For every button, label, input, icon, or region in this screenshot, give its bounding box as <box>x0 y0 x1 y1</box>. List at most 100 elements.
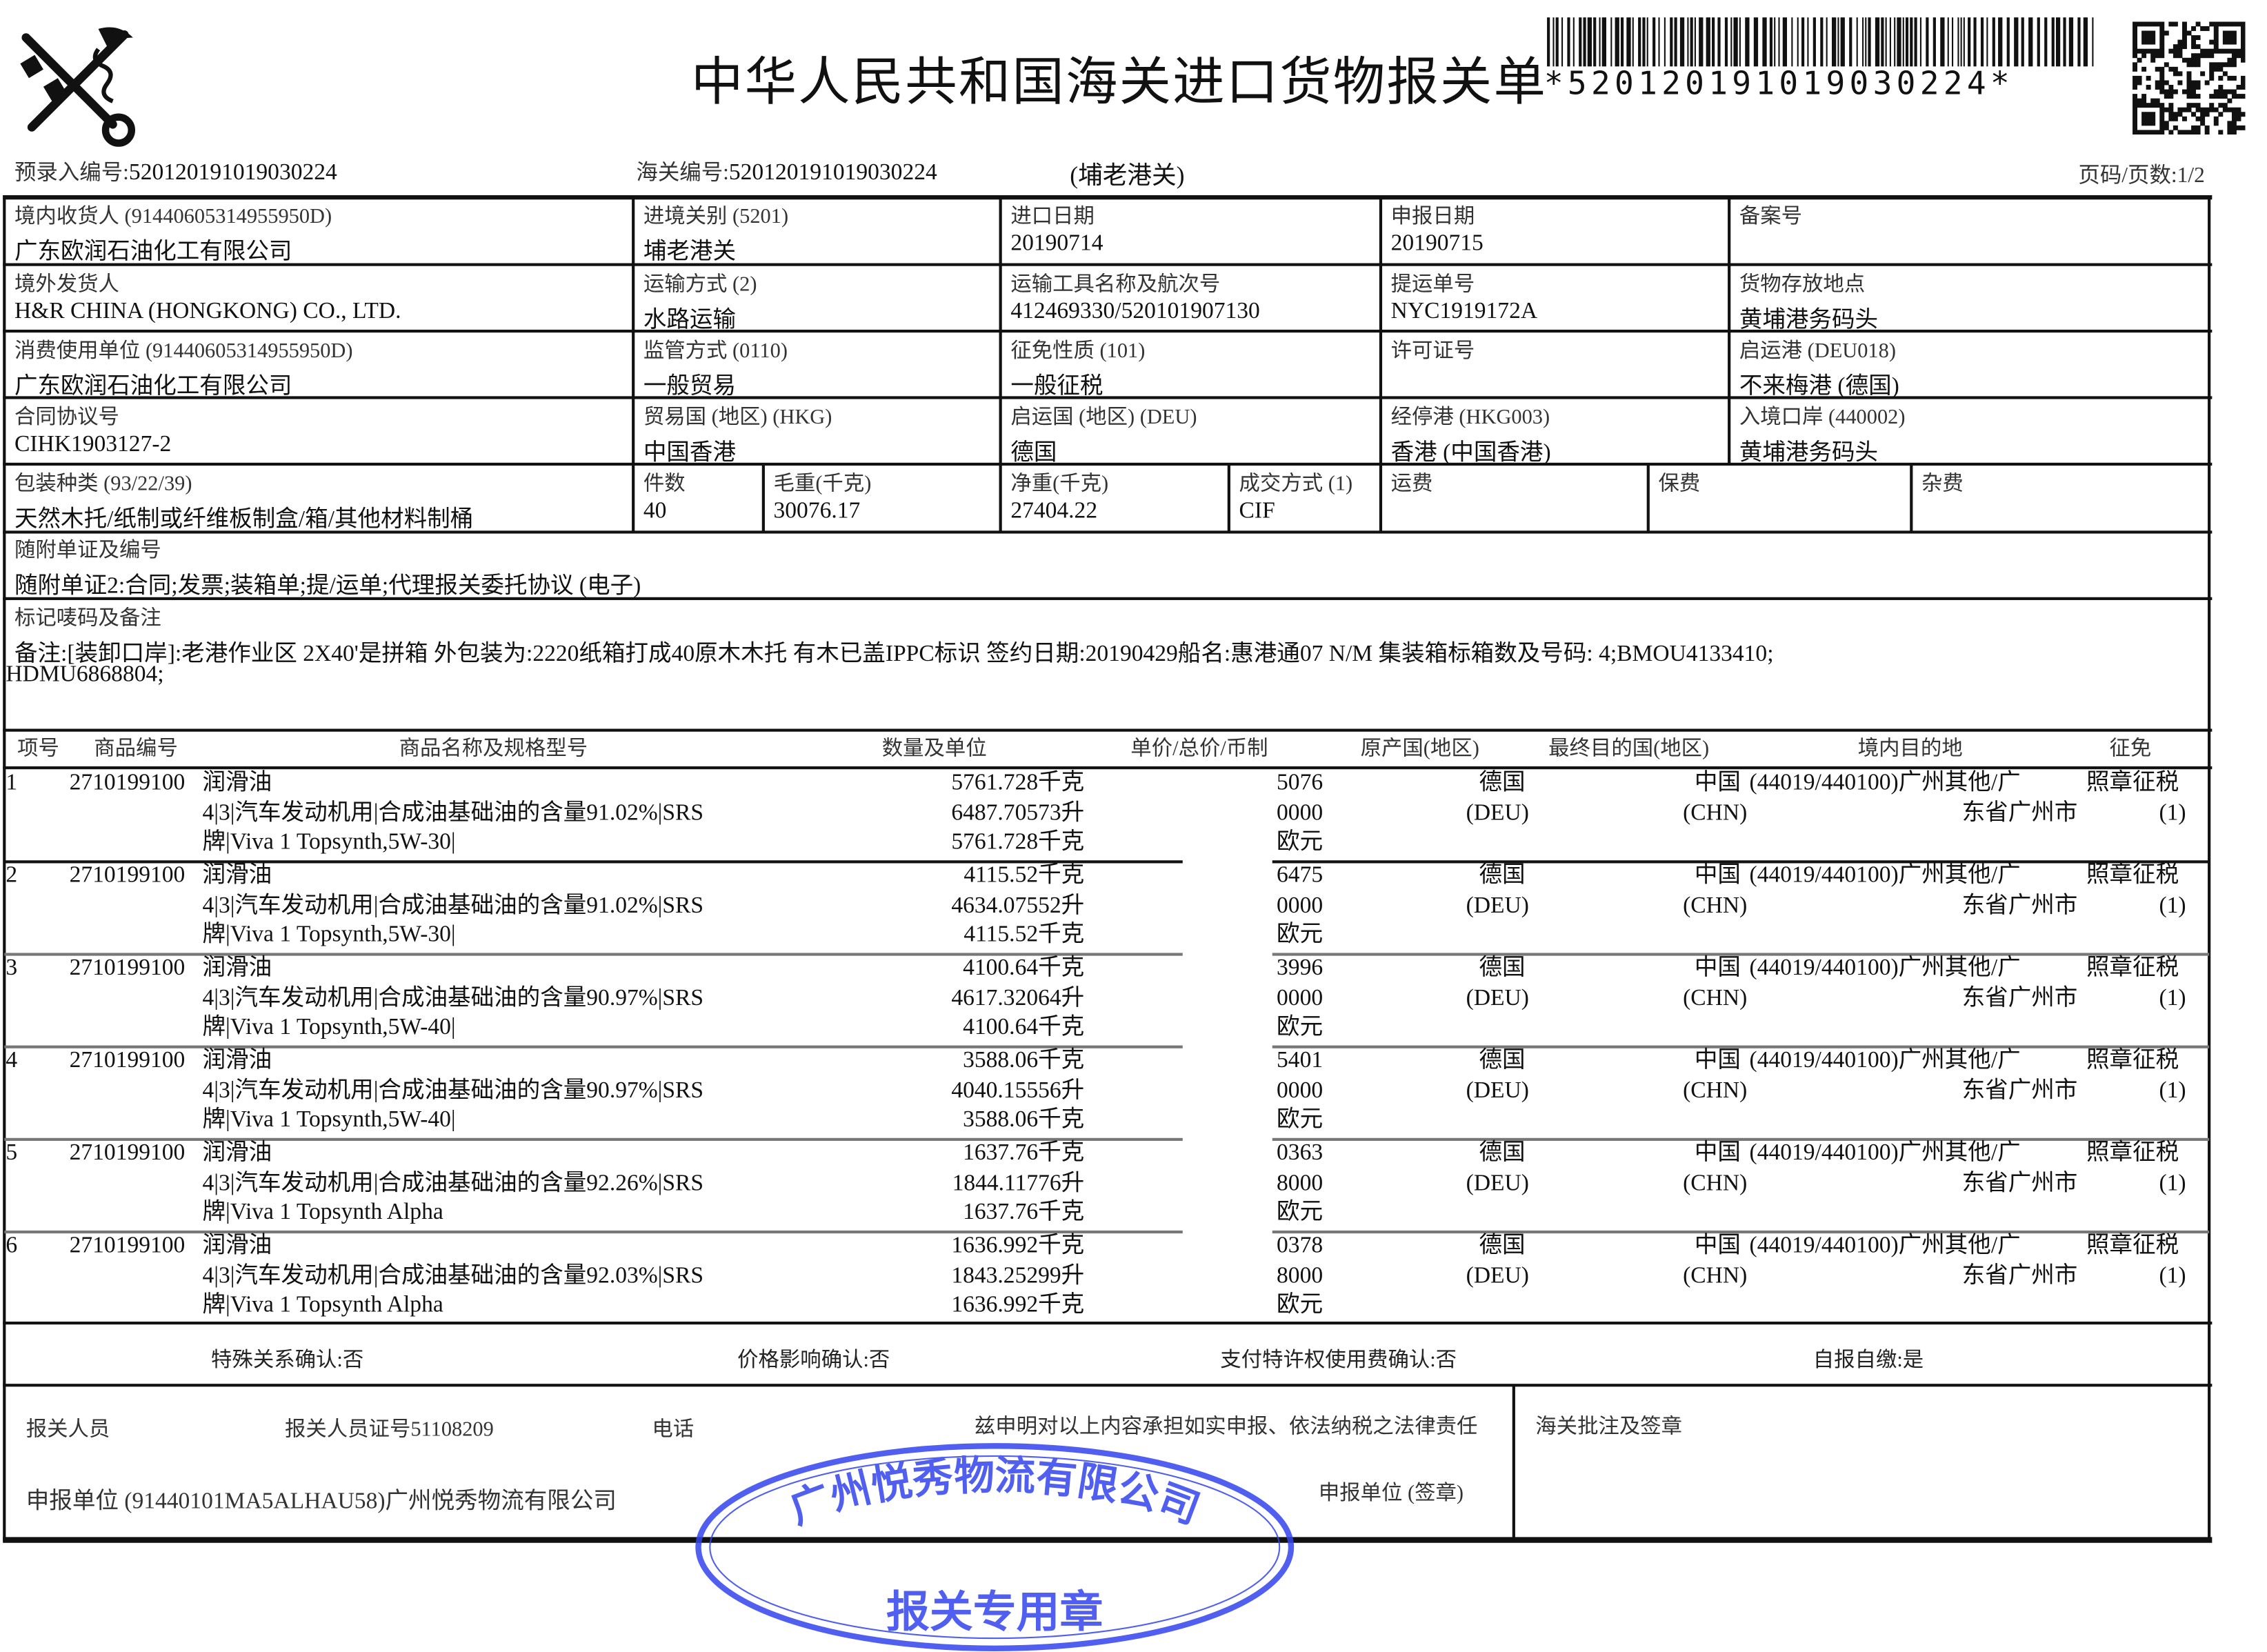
qr-module <box>2218 21 2224 27</box>
barcode-bar <box>1699 17 1704 67</box>
qr-module <box>2191 57 2197 63</box>
barcode-bar <box>1769 17 1773 67</box>
item-currency: 欧元 <box>1277 922 1324 948</box>
qr-module <box>2241 35 2246 41</box>
item-qty-legal: 5761.728千克 <box>951 770 1085 795</box>
qr-module <box>2227 107 2233 112</box>
qr-module <box>2241 94 2246 99</box>
item-domestic-destination-cont: 东省广州市 <box>1961 893 2078 918</box>
documents-label: 随附单证及编号 <box>14 539 161 563</box>
item-qty-second: 1844.11776升 <box>952 1170 1085 1195</box>
qr-module <box>2218 48 2224 54</box>
qr-module <box>2181 21 2187 27</box>
qr-module <box>2177 71 2183 77</box>
qr-module <box>2236 53 2241 59</box>
qr-module <box>2181 39 2187 45</box>
declare-date-label: 申报日期 <box>1390 205 1475 229</box>
barcode-bar <box>2021 17 2024 67</box>
qr-code <box>2133 21 2246 135</box>
barcode-bar <box>1753 17 1759 67</box>
item-spec-cont: 牌|Viva 1 Topsynth Alpha <box>202 1293 443 1317</box>
divider <box>3 1537 2213 1543</box>
barcode-bar <box>2006 17 2010 67</box>
qr-module <box>2141 103 2147 108</box>
qr-module <box>2150 112 2156 117</box>
item-total-price: 0000 <box>1277 985 1324 1011</box>
item-levy-code: (1) <box>2159 893 2186 918</box>
item-qty-declared: 4100.64千克 <box>963 1015 1085 1040</box>
qr-module <box>2150 121 2156 126</box>
barcode-bar <box>2014 17 2019 67</box>
barcode-bar <box>1881 17 1884 67</box>
barcode-bar <box>1638 17 1641 67</box>
item-name: 润滑油 <box>202 1048 272 1073</box>
item-levy-code: (1) <box>2159 1077 2186 1103</box>
item-divider <box>4 1230 1183 1233</box>
qr-module <box>2195 94 2201 99</box>
qr-module <box>2159 30 2165 36</box>
misc-fee-label: 杂费 <box>1921 472 1964 497</box>
barcode-bar <box>1561 17 1564 67</box>
qr-module <box>2222 35 2228 41</box>
item-spec: 4|3|汽车发动机用|合成油基础油的含量90.97%|SRS <box>202 985 704 1011</box>
qr-module <box>2204 107 2210 112</box>
qr-module <box>2181 89 2187 94</box>
divider <box>632 197 635 533</box>
qr-module <box>2133 21 2138 27</box>
qr-module <box>2186 75 2192 81</box>
qr-module <box>2195 107 2201 112</box>
qr-module <box>2222 107 2228 112</box>
self-pay-confirm: 自报自缴:是 <box>1812 1349 1924 1373</box>
item-code: 2710199100 <box>69 955 186 981</box>
qr-module <box>2241 26 2246 31</box>
item-origin: 德国 <box>1479 863 1526 888</box>
bill-no-label: 提运单号 <box>1390 273 1475 297</box>
item-divider <box>4 1137 1183 1140</box>
barcode-bar <box>1587 17 1592 67</box>
item-spec: 4|3|汽车发动机用|合成油基础油的含量92.26%|SRS <box>202 1170 704 1195</box>
qr-module <box>2137 75 2142 81</box>
qr-module <box>2146 39 2151 45</box>
item-domestic-destination: (44019/440100)广州其他/广 <box>1749 1140 2021 1166</box>
barcode-bar <box>1555 17 1559 67</box>
barcode-bar <box>1652 17 1656 67</box>
qr-module <box>2231 125 2237 130</box>
barcode-bar <box>1992 17 1995 67</box>
qr-module <box>2195 130 2201 135</box>
qr-module <box>2231 94 2237 99</box>
qr-module <box>2218 62 2224 68</box>
item-origin: 德国 <box>1479 955 1526 981</box>
qr-module <box>2159 21 2165 27</box>
item-code: 2710199100 <box>69 1233 186 1258</box>
qr-module <box>2141 130 2147 135</box>
qr-module <box>2195 35 2201 41</box>
qr-module <box>2133 26 2138 31</box>
qr-module <box>2222 103 2228 108</box>
item-origin-code: (DEU) <box>1466 1170 1529 1195</box>
barcode-bar <box>1670 17 1673 67</box>
qr-module <box>2133 116 2138 121</box>
declarant-cert: 报关人员证号51108209 <box>284 1418 494 1442</box>
qr-module <box>2133 112 2138 117</box>
qr-module <box>2227 35 2233 41</box>
divider <box>3 462 2213 466</box>
qr-module <box>2204 112 2210 117</box>
item-levy-code: (1) <box>2159 1263 2186 1288</box>
qr-module <box>2231 35 2237 41</box>
qr-module <box>2186 89 2192 94</box>
item-unit-price: 0363 <box>1277 1140 1324 1166</box>
divider <box>1728 197 1730 464</box>
barcode-bar <box>1687 17 1689 67</box>
qr-module <box>2231 107 2237 112</box>
qr-module <box>2159 130 2165 135</box>
qr-module <box>2204 26 2210 31</box>
price-influence-confirm: 价格影响确认:否 <box>737 1349 890 1373</box>
qr-module <box>2227 57 2233 63</box>
qr-module <box>2150 30 2156 36</box>
item-spec-cont: 牌|Viva 1 Topsynth Alpha <box>202 1200 443 1225</box>
item-domestic-destination: (44019/440100)广州其他/广 <box>1749 863 2021 888</box>
barcode-bar <box>1897 17 1901 67</box>
qr-module <box>2213 62 2219 68</box>
qr-module <box>2150 35 2156 41</box>
item-name: 润滑油 <box>202 1233 272 1258</box>
